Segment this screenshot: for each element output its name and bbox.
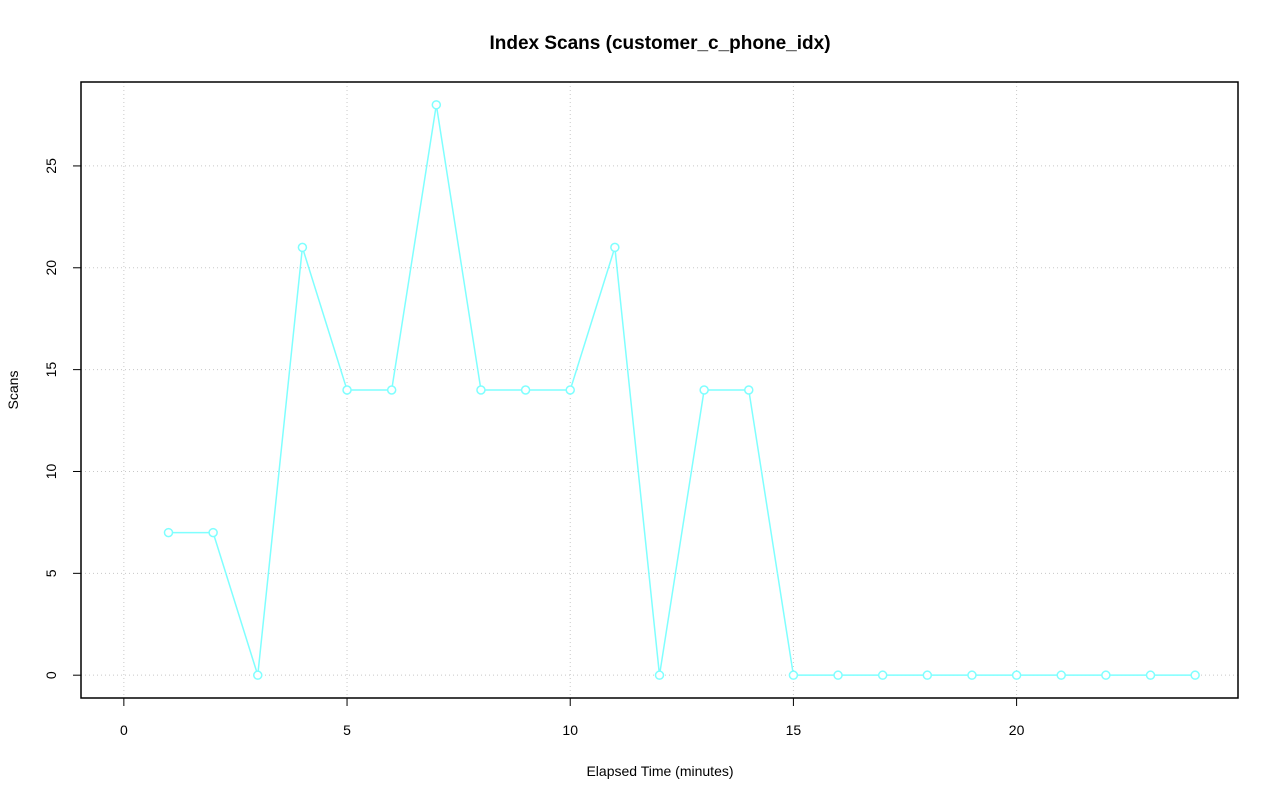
x-tick-label: 0 — [120, 722, 128, 738]
plot-frame — [80, 81, 1239, 699]
y-tick-label: 20 — [43, 260, 59, 276]
data-point — [1101, 670, 1111, 680]
data-point — [476, 385, 486, 395]
data-point — [833, 670, 843, 680]
data-point — [922, 670, 933, 680]
data-point — [1011, 670, 1022, 680]
data-point — [208, 527, 218, 538]
x-tick-label: 5 — [343, 722, 351, 738]
data-point — [1190, 670, 1200, 680]
data-point — [788, 670, 799, 680]
data-point — [744, 385, 754, 395]
data-point — [297, 242, 308, 253]
data-point — [967, 670, 977, 680]
data-point — [342, 385, 352, 395]
x-axis-label: Elapsed Time (minutes) — [586, 763, 733, 779]
chart-title: Index Scans (customer_c_phone_idx) — [489, 33, 830, 54]
data-point — [699, 385, 709, 395]
y-tick-label: 5 — [43, 569, 59, 577]
data-point — [877, 670, 888, 680]
y-tick-label: 10 — [43, 463, 59, 479]
x-tick-label: 10 — [562, 722, 578, 738]
data-point — [520, 385, 531, 395]
data-point — [1145, 670, 1156, 680]
x-tick-label: 15 — [786, 722, 802, 738]
y-axis-label: Scans — [5, 371, 21, 410]
y-tick-label: 15 — [43, 362, 59, 378]
data-point — [431, 100, 442, 110]
data-point — [253, 670, 263, 680]
data-point — [565, 385, 575, 395]
data-point — [386, 385, 397, 395]
x-tick-label: 20 — [1009, 722, 1025, 738]
data-point — [654, 670, 665, 680]
data-point — [1056, 670, 1066, 680]
data-point — [163, 527, 174, 538]
series-line — [168, 104, 1196, 676]
y-tick-label: 0 — [43, 671, 59, 679]
y-tick-label: 25 — [43, 158, 59, 174]
data-point — [610, 242, 620, 253]
